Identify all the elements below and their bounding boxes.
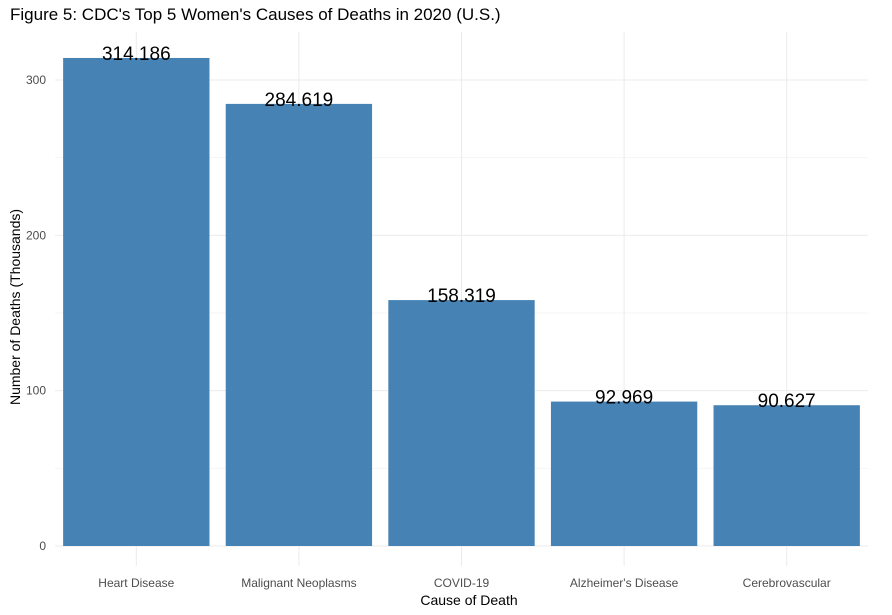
bars <box>63 57 860 547</box>
x-tick-label: COVID-19 <box>434 576 490 590</box>
x-tick-label: Malignant Neoplasms <box>241 576 356 590</box>
bar <box>225 103 373 547</box>
y-tick-label: 100 <box>26 384 46 398</box>
x-axis-title: Cause of Death <box>420 592 517 608</box>
y-tick-label: 200 <box>26 228 46 242</box>
bar <box>713 405 860 546</box>
chart-title: Figure 5: CDC's Top 5 Women's Causes of … <box>10 5 501 24</box>
data-label: 314.186 <box>102 44 171 65</box>
bar <box>388 300 535 546</box>
y-axis-title: Number of Deaths (Thousands) <box>7 209 23 405</box>
x-tick-label: Cerebrovascular <box>743 576 831 590</box>
data-label: 158.319 <box>427 286 496 307</box>
x-axis-ticks: Heart Disease Malignant Neoplasms COVID-19… <box>98 576 830 590</box>
y-tick-label: 0 <box>39 539 46 553</box>
bar <box>550 401 698 546</box>
data-labels: 314.186 284.619 158.319 92.969 90.627 <box>102 44 816 412</box>
data-label: 92.969 <box>595 388 653 409</box>
data-label: 90.627 <box>758 391 816 412</box>
data-label: 284.619 <box>265 90 334 111</box>
y-tick-label: 300 <box>26 73 46 87</box>
x-tick-label: Heart Disease <box>98 576 174 590</box>
x-tick-label: Alzheimer's Disease <box>570 576 679 590</box>
y-axis-ticks: 0 100 200 300 <box>26 73 46 553</box>
bar <box>63 57 210 546</box>
